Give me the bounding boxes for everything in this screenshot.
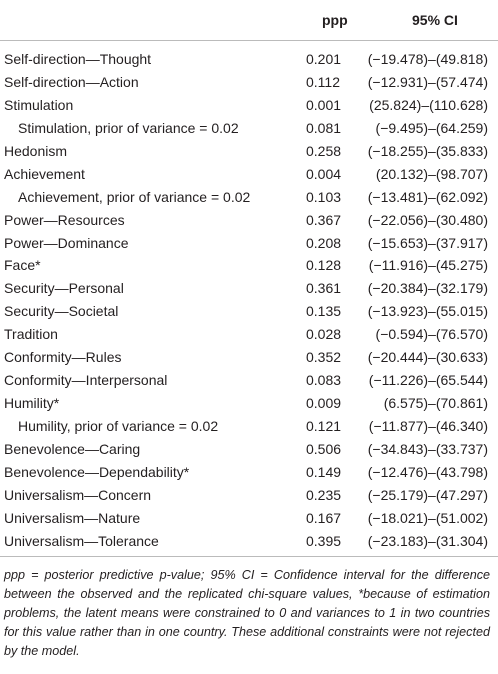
row-label: Security—Societal: [4, 303, 119, 320]
row-label: Universalism—Tolerance: [4, 532, 159, 549]
row-label: Tradition: [4, 326, 58, 343]
ci-value: (−15.653)–(37.917): [367, 234, 488, 251]
ci-value: (−34.843)–(33.737): [367, 440, 488, 457]
row-label: Conformity—Rules: [4, 349, 122, 366]
ppp-value: 0.135: [306, 303, 342, 320]
ppp-value: 0.361: [306, 280, 342, 297]
ppp-value: 0.081: [306, 119, 342, 136]
row-label: Humility, prior of variance = 0.02: [18, 418, 219, 434]
ci-value: (−13.923)–(55.015): [367, 303, 488, 320]
row-label: Power—Dominance: [4, 234, 129, 251]
ppp-value: 0.201: [306, 51, 342, 67]
row-label: Humility*: [4, 395, 60, 412]
ci-value: (−25.179)–(47.297): [367, 486, 488, 503]
row-label: Stimulation: [4, 96, 74, 113]
table-row: Security—Personal 0.361 (−20.384)–(32.179): [0, 277, 498, 300]
table-row: Achievement, prior of variance = 0.02 0.1…: [0, 186, 498, 209]
ppp-value: 0.208: [306, 234, 342, 251]
table-row: Hedonism 0.258 (−18.255)–(35.833): [0, 140, 498, 163]
ci-value: (−9.495)–(64.259): [375, 119, 488, 136]
table-row: Self-direction—Thought 0.201 (−19.478)–(49…: [0, 48, 498, 71]
table-row: Tradition 0.028 (−0.594)–(76.570): [0, 323, 498, 346]
table-row: Face* 0.128 (−11.916)–(45.275): [0, 254, 498, 277]
table-row: Benevolence—Dependability* 0.149 (−12.476)…: [0, 461, 498, 484]
ppp-value: 0.258: [306, 142, 342, 159]
column-header: ppp: [322, 12, 348, 28]
ci-value: (20.132)–(98.707): [375, 165, 488, 182]
table-row: Stimulation 0.001 (25.824)–(110.628): [0, 94, 498, 117]
ci-value: (6.575)–(70.861): [383, 395, 488, 412]
row-label: Conformity—Interpersonal: [4, 372, 168, 389]
ppp-value: 0.001: [306, 96, 342, 113]
ppp-value: 0.395: [306, 532, 342, 549]
table-row: Benevolence—Caring 0.506 (−34.843)–(33.737…: [0, 438, 498, 461]
ci-value: (−23.183)–(31.304): [367, 532, 488, 549]
column-header: 95% CI: [412, 12, 458, 28]
ppp-value: 0.128: [306, 257, 342, 274]
ci-value: (−20.444)–(30.633): [367, 349, 488, 366]
table-row: Universalism—Tolerance 0.395 (−23.183)–(31…: [0, 530, 498, 553]
ppp-value: 0.167: [306, 509, 342, 526]
ppp-value: 0.149: [306, 463, 342, 480]
ci-value: (−13.481)–(62.092): [367, 188, 488, 205]
ci-value: (−19.478)–(49.818): [367, 51, 488, 67]
row-label: Universalism—Nature: [4, 509, 141, 526]
ppp-value: 0.004: [306, 165, 342, 182]
row-label: Achievement: [4, 165, 85, 182]
table-row: Security—Societal 0.135 (−13.923)–(55.015): [0, 300, 498, 323]
table-body: Self-direction—Thought 0.201 (−19.478)–(49…: [0, 48, 498, 553]
table-row: Power—Dominance 0.208 (−15.653)–(37.917): [0, 232, 498, 255]
ppp-value: 0.028: [306, 326, 342, 343]
ci-value: (−12.931)–(57.474): [367, 73, 488, 90]
ppp-value: 0.009: [306, 395, 342, 412]
row-label: Universalism—Concern: [4, 486, 152, 503]
ppp-value: 0.235: [306, 486, 342, 503]
table-row: Self-direction—Action 0.112 (−12.931)–(57.…: [0, 71, 498, 94]
ci-value: (−12.476)–(43.798): [367, 463, 488, 480]
ci-value: (−18.021)–(51.002): [367, 509, 488, 526]
table-row: Universalism—Concern 0.235 (−25.179)–(47.2…: [0, 484, 498, 507]
ci-value: (−11.916)–(45.275): [368, 257, 488, 274]
ci-value: (−0.594)–(76.570): [375, 326, 488, 343]
ppp-value: 0.083: [306, 372, 342, 389]
table-row: Achievement 0.004 (20.132)–(98.707): [0, 163, 498, 186]
footnote: ppp = posterior predictive p-value; 95% …: [4, 568, 490, 658]
ci-value: (−11.877)–(46.340): [368, 418, 488, 434]
row-label: Self-direction—Action: [4, 73, 139, 90]
table-row: Humility, prior of variance = 0.02 0.121 (…: [0, 415, 498, 438]
table-row: Power—Resources 0.367 (−22.056)–(30.480): [0, 209, 498, 232]
table-header: ppp 95% CI: [0, 0, 498, 41]
row-label: Self-direction—Thought: [4, 51, 152, 67]
table-row: Humility* 0.009 (6.575)–(70.861): [0, 392, 498, 415]
ppp-value: 0.352: [306, 349, 342, 366]
row-label: Hedonism: [4, 142, 68, 159]
row-label: Power—Resources: [4, 211, 125, 228]
table-row: Conformity—Interpersonal 0.083 (−11.226)–(…: [0, 369, 498, 392]
table-row: Universalism—Nature 0.167 (−18.021)–(51.00…: [0, 507, 498, 530]
row-label: Benevolence—Caring: [4, 440, 141, 457]
row-label: Stimulation, prior of variance = 0.02: [18, 119, 239, 136]
ci-value: (−22.056)–(30.480): [367, 211, 488, 228]
row-label: Face*: [4, 257, 41, 274]
ci-value: (−20.384)–(32.179): [367, 280, 488, 297]
ci-value: (−11.226)–(65.544): [368, 372, 488, 389]
ci-value: (25.824)–(110.628): [369, 96, 488, 113]
table-row: Conformity—Rules 0.352 (−20.444)–(30.633): [0, 346, 498, 369]
ci-value: (−18.255)–(35.833): [367, 142, 488, 159]
row-label: Benevolence—Dependability*: [4, 463, 190, 480]
table-row: Stimulation, prior of variance = 0.02 0.0…: [0, 117, 498, 140]
row-label: Security—Personal: [4, 280, 124, 297]
row-label: Achievement, prior of variance = 0.02: [18, 188, 251, 205]
ppp-value: 0.112: [306, 73, 340, 90]
ppp-value: 0.367: [306, 211, 342, 228]
ppp-value: 0.506: [306, 440, 342, 457]
ppp-value: 0.103: [306, 188, 342, 205]
ppp-value: 0.121: [306, 418, 342, 434]
table-rule: [0, 556, 498, 557]
